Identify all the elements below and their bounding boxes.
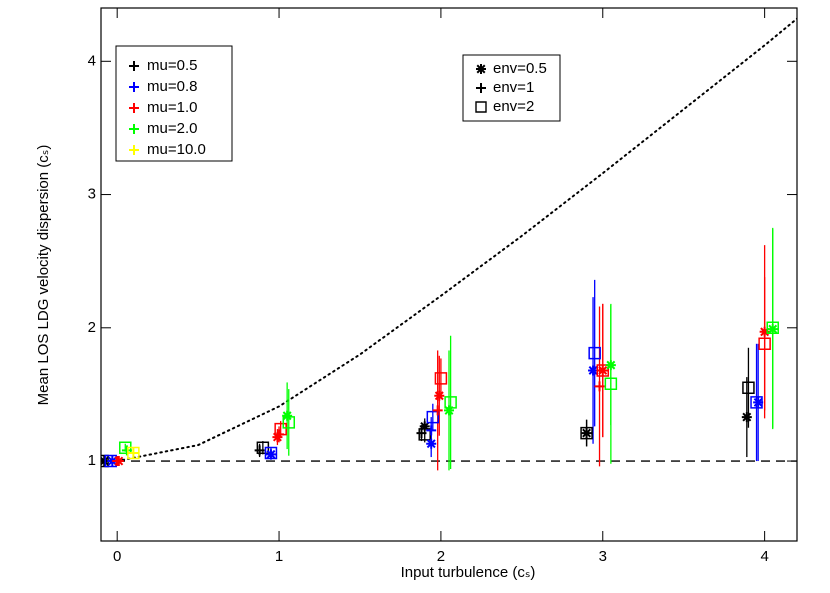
y-tick-label: 2 <box>88 319 96 336</box>
marker-plus <box>254 445 265 456</box>
marker-square <box>127 446 140 460</box>
marker-asterisk <box>426 438 437 449</box>
marker-square <box>282 416 296 429</box>
marker-plus <box>416 428 427 439</box>
legend-symbol <box>129 145 139 155</box>
marker-square <box>750 396 763 409</box>
marker-asterisk <box>419 421 430 432</box>
marker-plus <box>594 381 605 392</box>
marker-asterisk <box>101 456 110 467</box>
x-axis-label: Input turbulence (cₛ) <box>401 564 536 581</box>
marker-asterisk <box>434 390 445 401</box>
marker-asterisk <box>282 410 293 421</box>
marker-plus <box>274 429 285 440</box>
legend-label: mu=0.8 <box>147 78 197 95</box>
marker-square <box>426 410 440 424</box>
x-tick-label: 3 <box>599 548 607 565</box>
marker-square <box>444 396 457 409</box>
x-tick-label: 0 <box>113 548 121 565</box>
marker-legend-symbol <box>476 64 486 74</box>
legend-label: mu=0.5 <box>147 57 197 74</box>
legend-symbol <box>129 124 139 134</box>
marker-square <box>580 426 593 440</box>
marker-asterisk <box>444 405 454 416</box>
y-tick-label: 1 <box>88 452 96 469</box>
x-tick-label: 4 <box>760 548 768 565</box>
marker-square <box>274 422 287 436</box>
x-tick-label: 1 <box>275 548 283 565</box>
marker-legend-label: env=2 <box>493 98 534 115</box>
marker-legend-symbol <box>475 101 487 113</box>
marker-asterisk <box>588 365 599 376</box>
marker-square <box>766 321 779 335</box>
legend-label: mu=1.0 <box>147 99 197 116</box>
legend-symbol <box>129 103 139 113</box>
marker-plus <box>426 425 437 436</box>
marker-legend-label: env=0.5 <box>493 60 547 77</box>
marker-asterisk <box>753 397 764 408</box>
marker-square <box>596 364 610 377</box>
legend-label: mu=10.0 <box>147 141 206 158</box>
y-axis-label: Mean LOS LDG velocity dispersion (cₛ) <box>35 145 52 406</box>
marker-square <box>104 454 117 468</box>
y-tick-label: 3 <box>88 186 96 203</box>
data-layer <box>101 227 774 471</box>
marker-plus <box>432 405 443 416</box>
marker-asterisk <box>597 365 608 376</box>
marker-asterisk <box>272 432 283 443</box>
marker-plus <box>121 445 132 456</box>
marker-square <box>604 377 618 391</box>
marker-square <box>264 446 278 460</box>
marker-legend-symbol <box>476 83 486 93</box>
y-tick-label: 4 <box>88 52 96 69</box>
x-tick-label: 2 <box>437 548 445 565</box>
legend-label: mu=2.0 <box>147 120 197 137</box>
marker-plus <box>128 448 139 459</box>
legend-symbol <box>129 61 139 71</box>
marker-asterisk <box>581 428 592 439</box>
marker-asterisk <box>265 449 276 460</box>
legend-symbol <box>129 82 139 92</box>
marker-square <box>758 337 771 351</box>
marker-plus <box>112 456 123 467</box>
marker-asterisk <box>767 324 778 335</box>
marker-square <box>588 346 601 360</box>
marker-square <box>742 381 755 395</box>
marker-asterisk <box>605 360 616 371</box>
plot-frame <box>100 7 798 542</box>
marker-asterisk <box>741 412 752 423</box>
model-curve <box>116 17 797 463</box>
marker-legend-label: env=1 <box>493 79 534 96</box>
marker-asterisk <box>759 326 770 337</box>
marker-square <box>434 372 448 385</box>
